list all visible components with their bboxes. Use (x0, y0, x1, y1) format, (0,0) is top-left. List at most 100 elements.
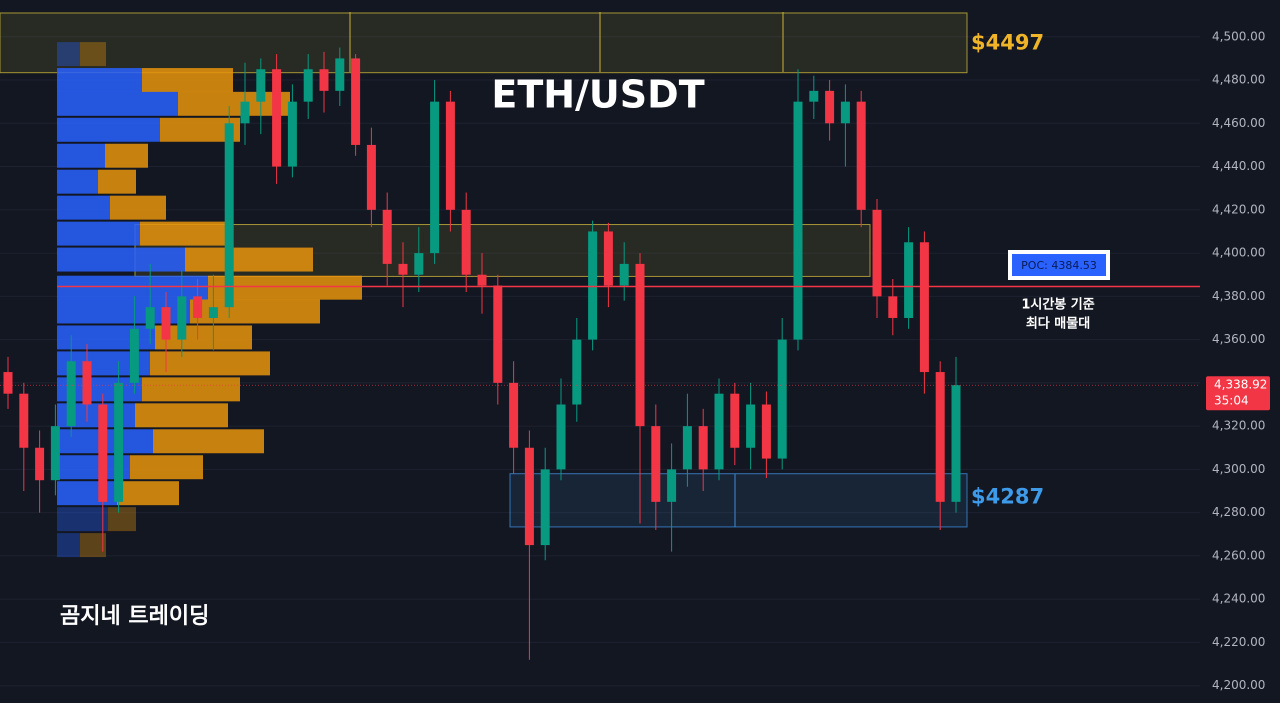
y-tick-label: 4,300.00 (1212, 462, 1265, 476)
candle-body (635, 263, 645, 427)
profile-buy (57, 247, 185, 272)
profile-sell (108, 507, 136, 532)
y-tick-label: 4,400.00 (1212, 246, 1265, 260)
candle-body (777, 339, 787, 459)
candle-body (445, 101, 455, 210)
profile-buy (57, 481, 117, 506)
candle-body (603, 231, 613, 286)
candle-body (461, 209, 471, 275)
candle-body (224, 123, 234, 308)
profile-buy (57, 221, 140, 246)
y-tick-label: 4,360.00 (1212, 332, 1265, 346)
poc-note: 1시간봉 기준 (1021, 297, 1094, 313)
candle-body (319, 69, 329, 91)
profile-buy (57, 299, 190, 324)
candle-body (351, 58, 361, 145)
zone (0, 12, 968, 74)
candle-body (540, 469, 550, 546)
candle-body (651, 426, 661, 502)
candle-body (208, 307, 218, 318)
candle-body (161, 307, 171, 340)
candle-body (556, 404, 566, 470)
last-price-label: 4,338.92 (1214, 378, 1267, 392)
profile-buy (57, 143, 105, 168)
candle-body (951, 385, 961, 502)
profile-sell (190, 299, 320, 324)
candle-body (477, 274, 487, 286)
candle-body (82, 361, 92, 405)
candle-body (730, 393, 740, 448)
candle-body (682, 426, 692, 470)
profile-sell (208, 275, 362, 300)
candle-body (114, 382, 124, 502)
profile-buy (57, 455, 130, 480)
y-tick-label: 4,240.00 (1212, 592, 1265, 606)
chart-title: ETH/USDT (491, 73, 704, 117)
profile-sell (153, 429, 264, 454)
profile-buy (57, 195, 110, 220)
candle-body (3, 372, 13, 394)
candle-body (430, 101, 440, 254)
profile-buy (57, 42, 80, 67)
candle-body (35, 447, 45, 481)
candle-body (856, 101, 866, 210)
profile-sell (117, 481, 179, 506)
candle-body (177, 296, 187, 340)
candle-body (240, 101, 250, 124)
y-tick-label: 4,280.00 (1212, 505, 1265, 519)
price-axis-labels: 4,200.00 4,220.00 4,240.00 4,260.00 4,280.00… (1206, 29, 1270, 692)
candle-body (935, 372, 945, 502)
profile-buy (57, 351, 150, 376)
y-tick-label: 4,440.00 (1212, 159, 1265, 173)
poc-box-inner (1012, 254, 1106, 276)
candle-body (303, 69, 313, 102)
candle-body (825, 90, 835, 124)
candle-body (872, 209, 882, 297)
candle-body (382, 209, 392, 264)
countdown: 35:04 (1214, 394, 1249, 408)
y-tick-label: 4,460.00 (1212, 116, 1265, 130)
candle-body (746, 404, 756, 448)
candle-body (588, 231, 598, 340)
candle-body (667, 469, 677, 502)
y-tick-label: 4,200.00 (1212, 678, 1265, 692)
profile-sell (142, 68, 233, 93)
candle-body (129, 328, 139, 383)
y-tick-label: 4,260.00 (1212, 548, 1265, 562)
candle-body (493, 285, 503, 383)
candle-body (698, 426, 708, 470)
candle-body (619, 263, 629, 286)
zones (0, 12, 968, 528)
candle-body (66, 361, 76, 427)
profile-sell (185, 247, 313, 272)
candle-body (256, 69, 266, 102)
candle-body (335, 58, 345, 91)
zone-label: $4497 (971, 30, 1044, 54)
last-price-tag (1206, 376, 1270, 411)
candle-body (145, 307, 155, 329)
candle-body (761, 404, 771, 459)
candle-body (398, 263, 408, 275)
profile-sell (80, 533, 106, 558)
candle-body (919, 242, 929, 373)
profile-sell (142, 377, 240, 402)
candle-body (414, 253, 424, 275)
profile-buy (57, 169, 98, 194)
zone-label: $4287 (971, 485, 1044, 509)
profile-buy (57, 91, 178, 116)
y-tick-label: 4,380.00 (1212, 289, 1265, 303)
profile-sell (135, 403, 228, 428)
candle-body (98, 404, 108, 502)
poc-label: POC: 4384.53 (1021, 259, 1097, 272)
candle-body (714, 393, 724, 470)
profile-buy (57, 507, 108, 532)
profile-buy (57, 533, 80, 558)
profile-buy (57, 68, 142, 93)
y-tick-label: 4,220.00 (1212, 635, 1265, 649)
profile-sell (160, 117, 240, 142)
candle-body (287, 101, 297, 167)
candle-body (509, 382, 519, 448)
